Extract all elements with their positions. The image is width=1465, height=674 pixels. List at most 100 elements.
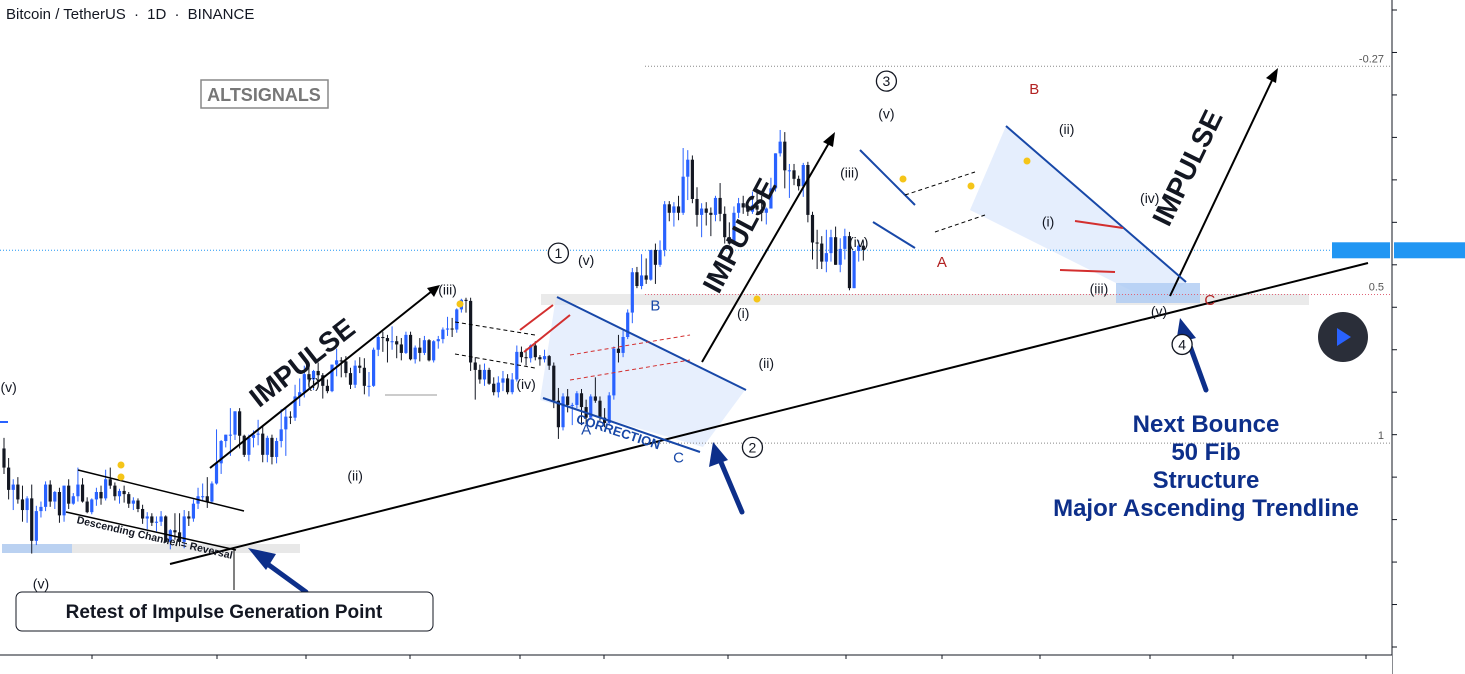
candle-body	[797, 178, 801, 187]
wave-label: (i)	[1042, 214, 1054, 230]
candle-body	[524, 357, 528, 359]
candle-body	[7, 467, 11, 490]
candle-body	[376, 336, 380, 350]
candle-body	[829, 237, 833, 254]
candle-body	[769, 188, 773, 209]
candle-body	[810, 214, 815, 243]
candle-body	[533, 345, 537, 358]
candle-body	[48, 484, 52, 502]
candle-body	[67, 485, 71, 504]
drawings-layer	[65, 68, 1369, 595]
next-bounce-line: Major Ascending Trendline	[1053, 495, 1359, 522]
candle-body	[441, 329, 445, 340]
candle-body	[53, 491, 57, 502]
candle-body	[279, 429, 283, 442]
wave-label: A	[581, 422, 591, 439]
candle-body	[372, 349, 376, 386]
candle-body	[150, 516, 154, 523]
time-axis-bg	[0, 655, 1392, 674]
price-badge	[1394, 242, 1465, 259]
candle-body	[570, 404, 574, 406]
candle-body	[700, 208, 704, 215]
candle-body	[367, 385, 371, 387]
candle-body	[492, 383, 496, 393]
candle-body	[718, 197, 722, 214]
candle-body	[274, 441, 279, 457]
candle-body	[644, 275, 648, 280]
candle-body	[621, 336, 625, 353]
wave-label: (v)	[578, 252, 594, 268]
symbol-badge	[1332, 242, 1390, 259]
fib-label: -0.27	[1359, 53, 1384, 65]
candle-body	[616, 348, 621, 353]
candle-body	[635, 272, 639, 287]
candle-body	[284, 416, 288, 430]
candle-body	[505, 378, 510, 393]
circled-wave-ring	[741, 436, 764, 459]
wave-label: (i)	[737, 305, 749, 321]
circled-wave-label: 2	[749, 439, 757, 455]
wave-a-channel-upper	[859, 149, 916, 206]
pointer-arrow-wave2-head	[709, 442, 728, 467]
wave-label: (iv)	[849, 234, 868, 250]
candle-body	[824, 253, 828, 262]
candle-body	[2, 448, 6, 468]
signal-dot	[456, 300, 464, 308]
candle-body	[579, 393, 584, 408]
play-replay-button[interactable]	[1318, 312, 1368, 362]
candle-body	[182, 516, 186, 542]
candle-body	[353, 365, 357, 385]
candle-body	[131, 500, 135, 504]
abc-channel-fill	[970, 126, 1186, 305]
correction-channel-lower	[542, 397, 701, 453]
candle-body	[330, 364, 334, 392]
impulse-arrow-2	[701, 135, 834, 363]
circled-wave-label: 4	[1178, 336, 1186, 352]
candle-body	[806, 165, 810, 215]
resistance-zone	[541, 294, 1309, 305]
candle-body	[422, 340, 427, 353]
retest-box-text: Retest of Impulse Generation Point	[66, 602, 383, 623]
descending-channel-lower	[65, 511, 237, 551]
candle-body	[566, 396, 570, 405]
impulse-arrow-1-head	[427, 285, 440, 297]
candle-body	[445, 328, 450, 330]
candle-body	[787, 170, 791, 172]
candle-body	[843, 236, 847, 249]
candle-body	[159, 516, 163, 522]
candle-body	[723, 213, 727, 238]
signal-dot	[967, 182, 975, 190]
candle-body	[25, 498, 29, 511]
candle-body	[783, 141, 787, 171]
retest-box	[15, 591, 434, 632]
candle-body	[436, 339, 440, 342]
play-icon	[1337, 328, 1351, 346]
candle-body	[857, 245, 861, 251]
watermark-box	[200, 79, 329, 109]
candle-body	[681, 176, 685, 213]
candle-body	[265, 437, 269, 455]
candle-body	[690, 159, 694, 199]
descending-channel-upper	[77, 469, 245, 512]
candle-body	[408, 334, 413, 360]
circled-wave-ring	[875, 70, 898, 92]
impulse-label-3: IMPULSE	[1146, 105, 1228, 230]
wave-label: B	[1029, 81, 1039, 98]
candle-body	[187, 516, 191, 519]
candle-body	[390, 341, 394, 343]
symbol-header[interactable]: Bitcoin / TetherUS · 1D · BINANCE	[6, 6, 258, 23]
signal-dot	[117, 473, 125, 481]
candle-body	[778, 141, 782, 154]
candle-body	[649, 249, 653, 280]
candle-body	[709, 212, 713, 215]
candle-body	[302, 374, 306, 393]
channel-note: Descending Channel = Reversal	[76, 514, 234, 562]
wedge-red-lower	[523, 314, 571, 353]
candle-body	[362, 367, 366, 386]
candle-body	[418, 347, 422, 353]
candle-body	[154, 521, 159, 523]
candle-body	[34, 511, 38, 541]
candle-body	[238, 411, 242, 436]
correction-channel-upper	[556, 296, 747, 391]
